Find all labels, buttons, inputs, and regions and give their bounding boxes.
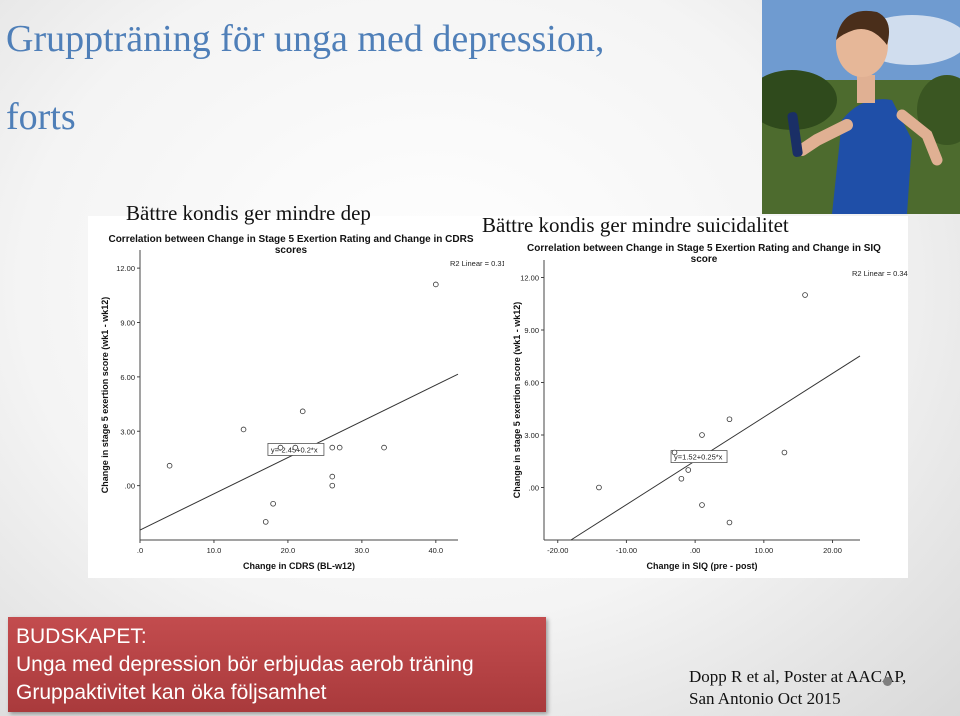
data-point	[166, 462, 173, 469]
chart-title: Correlation between Change in Stage 5 Ex…	[527, 243, 881, 254]
summary-heading: BUDSKAPET:	[16, 625, 147, 648]
reference-citation: Dopp R et al, Poster at AACAP, San Anton…	[689, 666, 906, 710]
x-tick-label: 10.0	[207, 546, 222, 555]
chart-panel	[88, 216, 908, 578]
y-tick-label: 6.00	[120, 373, 135, 382]
data-point	[802, 292, 808, 298]
data-point	[781, 449, 788, 456]
y-tick-label: 3.00	[524, 431, 539, 440]
chart-caption-right: Bättre kondis ger mindre suicidalitet	[482, 213, 789, 237]
summary-line: Gruppaktivitet kan öka följsamhet	[16, 681, 327, 704]
data-point	[726, 519, 733, 526]
slide-title-line1: Gruppträning för unga med depression,	[6, 18, 605, 60]
data-point	[699, 502, 705, 508]
slide-title: Gruppträning för unga med depression, fo…	[6, 0, 756, 156]
x-tick-label: 40.0	[429, 546, 444, 555]
y-axis-label: Change in stage 5 exertion score (wk1 - …	[512, 302, 522, 499]
data-point	[336, 444, 343, 451]
slide-dot	[883, 677, 892, 686]
equation-label: y=1.52+0.25*x	[674, 453, 723, 462]
r2-label: R2 Linear = 0.319	[450, 259, 504, 268]
equation-box	[670, 450, 728, 464]
chart-caption-left: Bättre kondis ger mindre dep	[126, 201, 371, 225]
scatter-chart-siq: Correlation between Change in Stage 5 Ex…	[512, 243, 908, 571]
data-point	[671, 449, 678, 456]
y-tick-label: 12.00	[116, 264, 135, 273]
chart-title: Correlation between Change in Stage 5 Ex…	[108, 234, 473, 245]
y-tick-label: 9.00	[120, 319, 135, 328]
x-axis-label: Change in CDRS (BL-w12)	[243, 561, 355, 571]
data-point	[262, 519, 269, 525]
x-axis-label: Change in SIQ (pre - post)	[646, 561, 757, 571]
slide-title-line2: forts	[6, 96, 76, 138]
summary-box: BUDSKAPET: Unga med depression bör erbju…	[8, 617, 546, 712]
data-point	[596, 484, 602, 491]
data-point	[270, 500, 276, 507]
r2-label: R2 Linear = 0.342	[852, 269, 908, 278]
data-point	[685, 467, 692, 473]
summary-line: Unga med depression bör erbjudas aerob t…	[16, 653, 474, 676]
data-point	[240, 426, 247, 433]
reference-line: San Antonio Oct 2015	[689, 689, 841, 708]
data-point	[329, 482, 336, 489]
x-tick-label: .00	[690, 546, 700, 555]
reference-line: Dopp R et al, Poster at AACAP,	[689, 667, 907, 686]
x-tick-label: 10.00	[754, 546, 773, 555]
x-tick-label: 20.0	[281, 546, 296, 555]
x-tick-label: 20.00	[823, 546, 842, 555]
x-tick-label: -20.00	[547, 546, 568, 555]
y-tick-label: 3.00	[120, 427, 135, 436]
runner-illustration	[762, 0, 960, 214]
data-point	[678, 475, 685, 482]
runner-photo	[762, 0, 960, 214]
data-point	[329, 444, 336, 451]
x-tick-label: -10.00	[616, 546, 637, 555]
y-tick-label: .00	[529, 484, 539, 493]
data-point	[433, 281, 439, 288]
chart-title: scores	[275, 245, 308, 256]
y-tick-label: .00	[125, 482, 135, 491]
fit-line	[570, 355, 861, 541]
x-tick-label: 30.0	[355, 546, 370, 555]
y-tick-label: 12.00	[520, 274, 539, 283]
data-point	[726, 416, 733, 423]
data-point	[277, 444, 284, 451]
y-axis-label: Change in stage 5 exertion score (wk1 - …	[100, 297, 110, 494]
data-point	[299, 408, 306, 415]
data-point	[292, 444, 299, 451]
data-point	[699, 432, 705, 438]
chart-title: score	[691, 254, 718, 265]
x-tick-label: .0	[137, 546, 143, 555]
data-point	[329, 473, 336, 480]
y-tick-label: 6.00	[524, 379, 539, 388]
data-point	[381, 444, 387, 451]
y-tick-label: 9.00	[524, 326, 539, 335]
scatter-chart-cdrs: Correlation between Change in Stage 5 Ex…	[100, 234, 504, 571]
